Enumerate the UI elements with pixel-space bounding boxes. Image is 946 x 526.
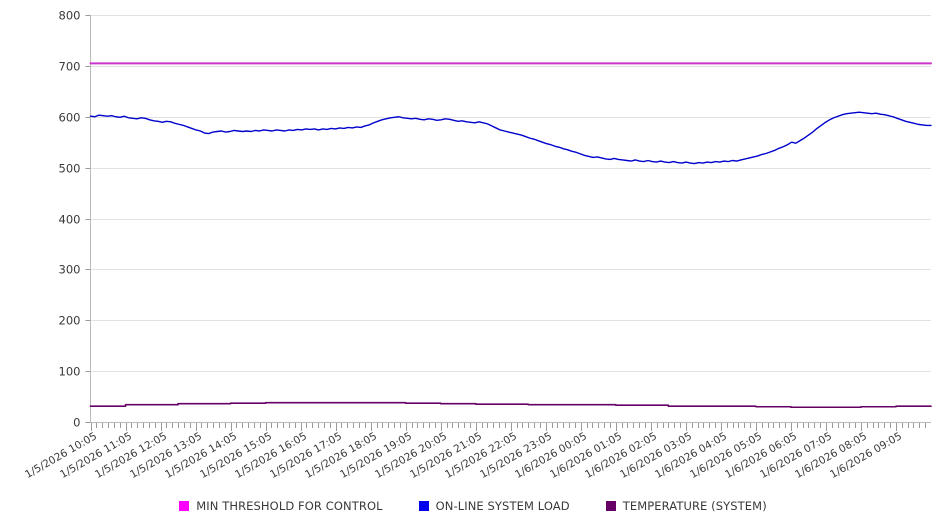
legend-item-temperature-system[interactable]: TEMPERATURE (SYSTEM) xyxy=(605,499,767,513)
x-axis-labels-group: 1/5/2026 10:051/5/2026 11:051/5/2026 12:… xyxy=(23,430,904,481)
series-group xyxy=(89,62,932,409)
line-chart: 800 700 600 500 400 300 200 100 0 1/5/2026 10:05… xyxy=(23,9,932,481)
y-axis-tick-label: 600 xyxy=(59,111,81,125)
legend-item-min-threshold[interactable]: MIN THRESHOLD FOR CONTROL xyxy=(179,499,383,513)
x-axis-major-ticks-group xyxy=(91,423,897,431)
gridlines-group xyxy=(90,15,931,423)
legend-label-temperature-system: TEMPERATURE (SYSTEM) xyxy=(622,499,767,513)
y-axis-ticks-group xyxy=(85,15,91,423)
y-axis-tick-label: 200 xyxy=(59,314,81,328)
legend-swatch-on-line-system-load xyxy=(418,501,429,511)
series-on-line-system-load xyxy=(89,111,932,165)
y-axis-tick-label: 500 xyxy=(59,162,81,176)
x-axis-minor-ticks-group xyxy=(91,423,926,428)
legend-label-on-line-system-load: ON-LINE SYSTEM LOAD xyxy=(435,499,570,513)
y-axis-tick-label: 100 xyxy=(59,365,81,379)
legend-item-on-line-system-load[interactable]: ON-LINE SYSTEM LOAD xyxy=(418,499,570,513)
y-axis-tick-label: 800 xyxy=(59,9,81,23)
legend-swatch-min-threshold xyxy=(179,501,190,511)
series-temperature-system xyxy=(89,401,932,409)
y-axis-tick-label: 700 xyxy=(59,60,81,74)
y-axis-tick-label: 400 xyxy=(59,213,81,227)
y-axis-tick-label: 300 xyxy=(59,263,81,277)
y-axis-tick-label: 0 xyxy=(73,416,80,430)
legend-label-min-threshold: MIN THRESHOLD FOR CONTROL xyxy=(196,499,383,513)
legend-swatch-temperature-system xyxy=(605,501,616,511)
chart-legend: MIN THRESHOLD FOR CONTROL ON-LINE SYSTEM… xyxy=(0,494,946,518)
y-axis-labels-group: 800 700 600 500 400 300 200 100 0 xyxy=(59,9,81,430)
